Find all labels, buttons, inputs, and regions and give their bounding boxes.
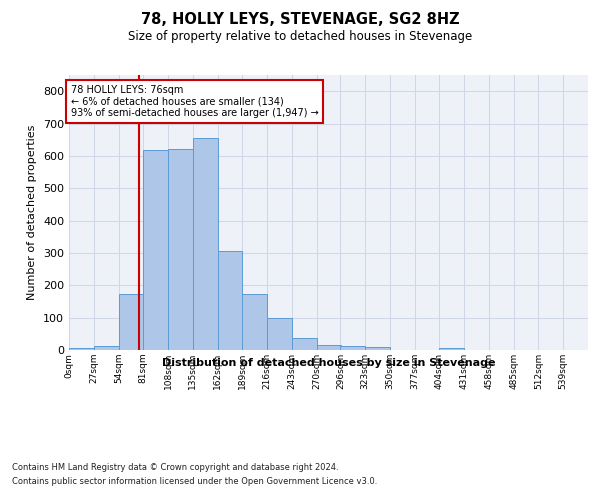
Bar	[218, 252, 242, 350]
Bar	[193, 138, 218, 350]
Text: Distribution of detached houses by size in Stevenage: Distribution of detached houses by size …	[162, 358, 496, 368]
Bar	[242, 294, 267, 350]
Bar	[340, 346, 365, 350]
Bar	[365, 347, 390, 350]
Bar	[292, 338, 317, 350]
Bar	[119, 294, 143, 350]
Bar	[439, 348, 464, 350]
Bar	[168, 150, 193, 350]
Text: Contains public sector information licensed under the Open Government Licence v3: Contains public sector information licen…	[12, 478, 377, 486]
Bar	[143, 150, 168, 350]
Text: 78 HOLLY LEYS: 76sqm
← 6% of detached houses are smaller (134)
93% of semi-detac: 78 HOLLY LEYS: 76sqm ← 6% of detached ho…	[71, 84, 319, 118]
Bar	[69, 348, 94, 350]
Text: Size of property relative to detached houses in Stevenage: Size of property relative to detached ho…	[128, 30, 472, 43]
Y-axis label: Number of detached properties: Number of detached properties	[28, 125, 37, 300]
Bar	[317, 346, 341, 350]
Text: 78, HOLLY LEYS, STEVENAGE, SG2 8HZ: 78, HOLLY LEYS, STEVENAGE, SG2 8HZ	[140, 12, 460, 28]
Bar	[94, 346, 119, 350]
Bar	[267, 318, 292, 350]
Text: Contains HM Land Registry data © Crown copyright and database right 2024.: Contains HM Land Registry data © Crown c…	[12, 462, 338, 471]
